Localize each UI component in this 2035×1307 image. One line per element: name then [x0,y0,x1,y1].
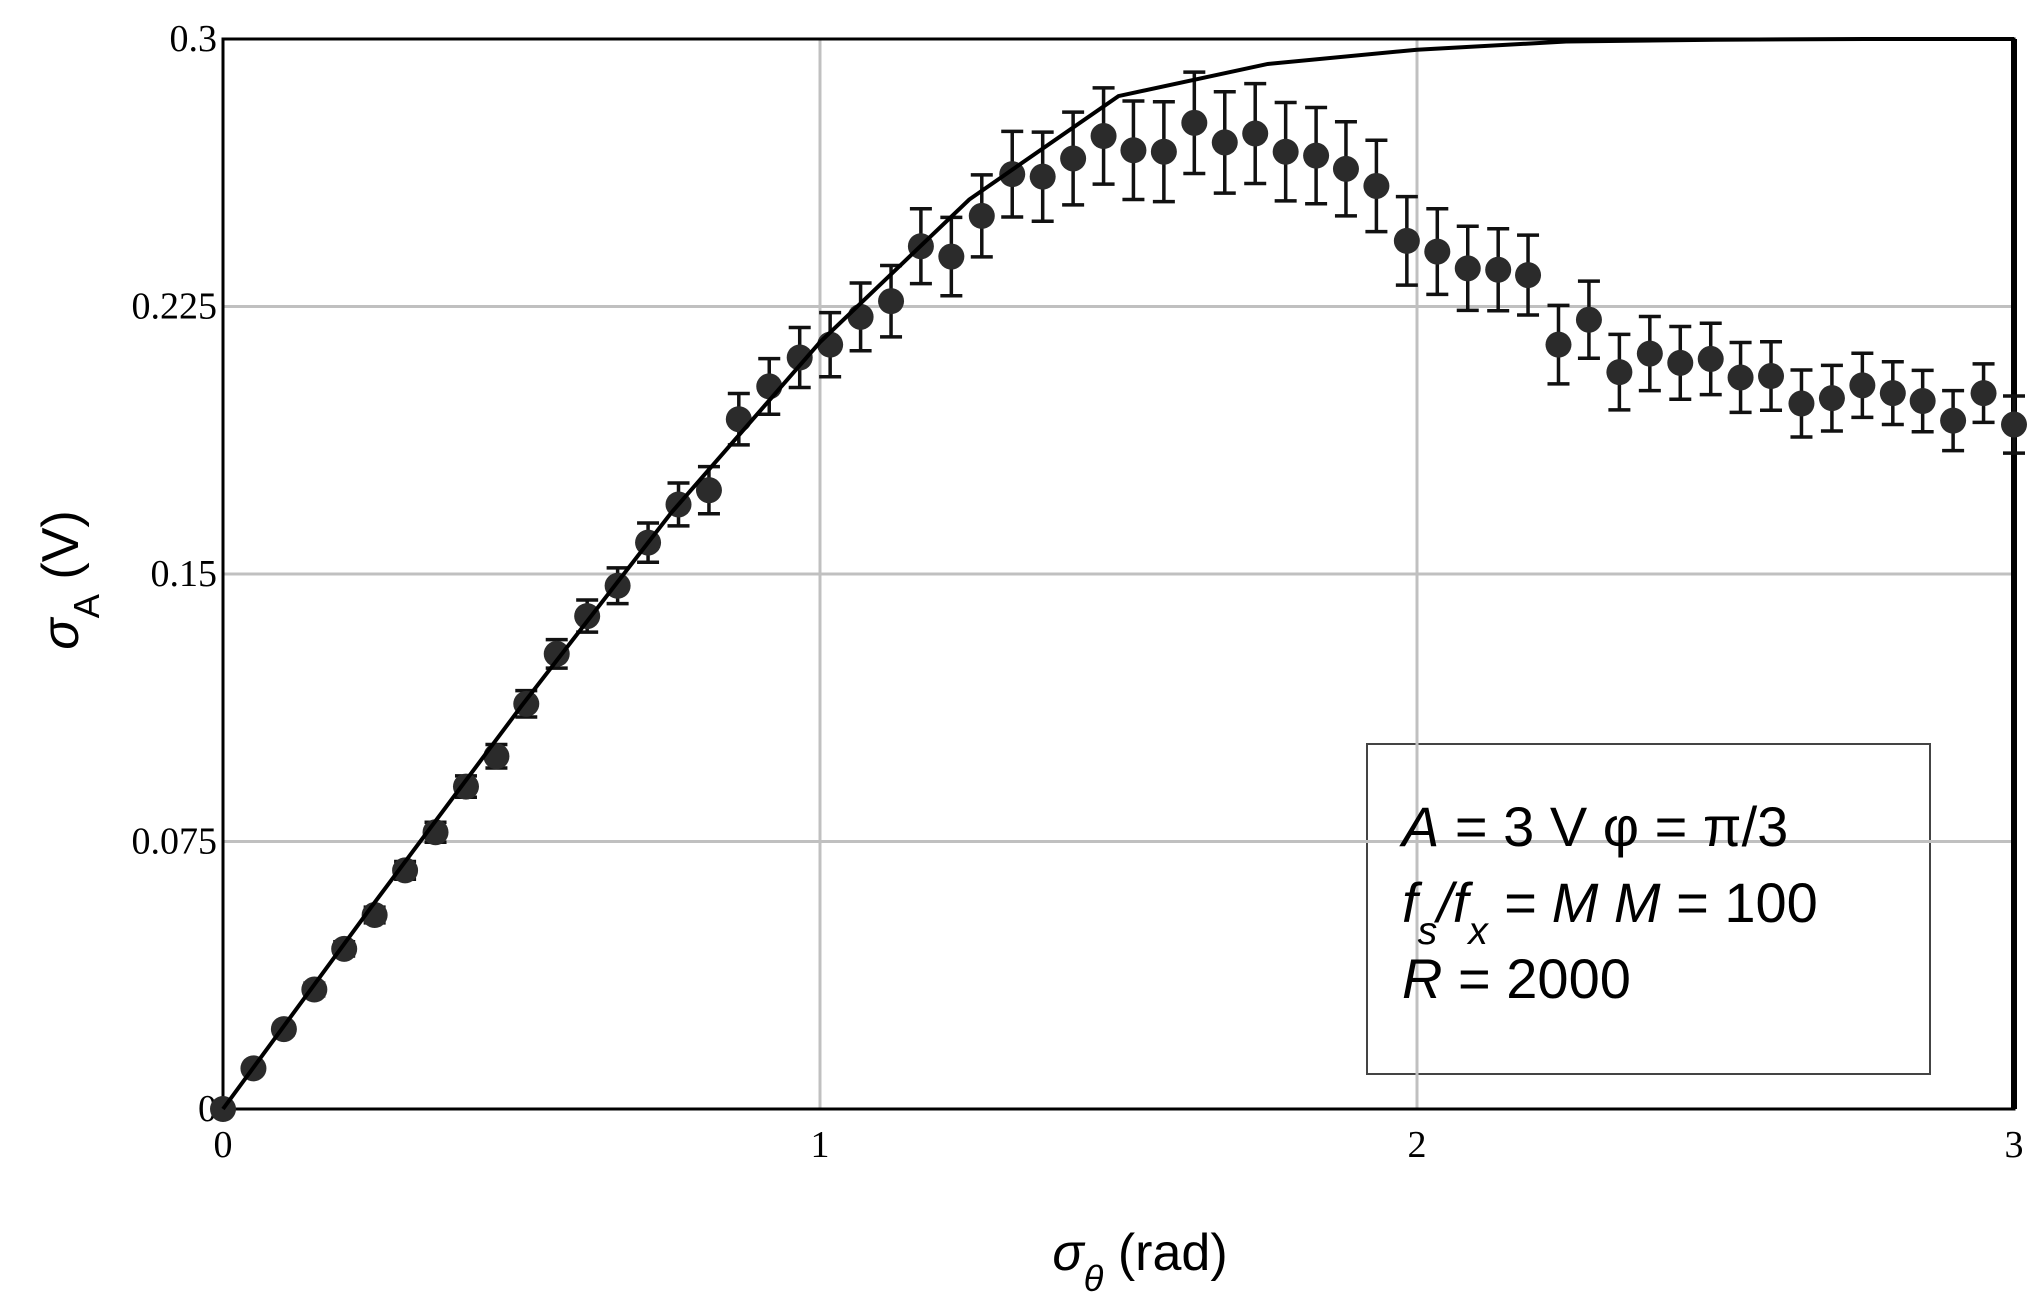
data-point [1636,340,1663,367]
data-point [1667,349,1694,376]
annotation-line: R = 2000 [1402,947,1631,1010]
data-point [1545,331,1572,358]
data-point [1393,227,1420,254]
text-segment: σ [32,617,90,650]
data-point [1150,138,1177,165]
data-point [1515,262,1542,289]
data-point [847,303,874,330]
data-point [543,640,570,667]
data-point [1090,123,1117,150]
x-tick-label: 3 [2005,1124,2024,1166]
data-point [1211,129,1238,156]
data-point [1363,172,1390,199]
text-segment: (rad) [1103,1224,1227,1282]
data-point [1120,137,1147,164]
data-point [483,743,510,770]
data-point [786,344,813,371]
text-segment: A [66,593,107,618]
data-point [968,202,995,229]
data-point [1454,255,1481,282]
data-point [1181,109,1208,136]
data-point [1029,163,1056,190]
text-segment: θ [1084,1258,1104,1299]
data-point [756,373,783,400]
data-point [1272,138,1299,165]
text-segment: = 3 V φ = π/3 [1439,795,1788,858]
data-point [938,243,965,270]
data-point [1485,256,1512,283]
x-tick-label: 2 [1408,1124,1427,1166]
data-point [1575,306,1602,333]
data-point [1303,142,1330,169]
data-point [422,819,449,846]
data-point [1909,388,1936,415]
data-point [1970,380,1997,407]
text-segment: = 100 [1661,871,1818,934]
x-tick-label: 1 [811,1124,830,1166]
data-point [1940,407,1967,434]
data-point [878,288,905,315]
annotation-box [1366,743,1931,1075]
fit-line [221,37,2014,1111]
data-point [392,857,419,884]
text-segment: A [1399,795,1439,858]
data-point [1849,372,1876,399]
y-tick-label: 0.075 [132,821,218,863]
text-segment: = M M [1488,871,1661,934]
data-point [999,161,1026,188]
y-tick-label: 0.3 [170,18,218,60]
data-point [1788,390,1815,417]
annotation-line: A = 3 V φ = π/3 [1399,795,1788,858]
data-point [1606,359,1633,386]
text-segment: x [1466,910,1489,953]
y-tick-label: 0.15 [151,553,218,595]
data-point [1758,363,1785,390]
data-point [2001,411,2027,438]
text-segment: (V) [32,510,90,594]
x-axis-label: σθ (rad) [1052,1224,1227,1299]
x-tick-label: 0 [214,1124,233,1166]
text-segment: R [1402,947,1442,1010]
y-axis-label: σA (V) [32,510,107,649]
data-point [1697,345,1724,372]
data-point [725,406,752,433]
data-point [1332,155,1359,182]
data-point [817,331,844,358]
annotation-line: fs/fx = M M = 100 [1402,871,1818,953]
y-tick-label: 0 [198,1088,217,1130]
text-segment: σ [1052,1224,1085,1282]
data-point [1424,238,1451,265]
data-point [1818,385,1845,412]
data-point [1879,380,1906,407]
data-point [1727,364,1754,391]
data-point [452,773,479,800]
y-tick-label: 0.225 [132,286,218,328]
text-segment: s [1418,910,1438,953]
text-segment: = 2000 [1442,947,1630,1010]
data-point [1242,120,1269,147]
data-point [1060,145,1087,172]
data-point [695,477,722,504]
